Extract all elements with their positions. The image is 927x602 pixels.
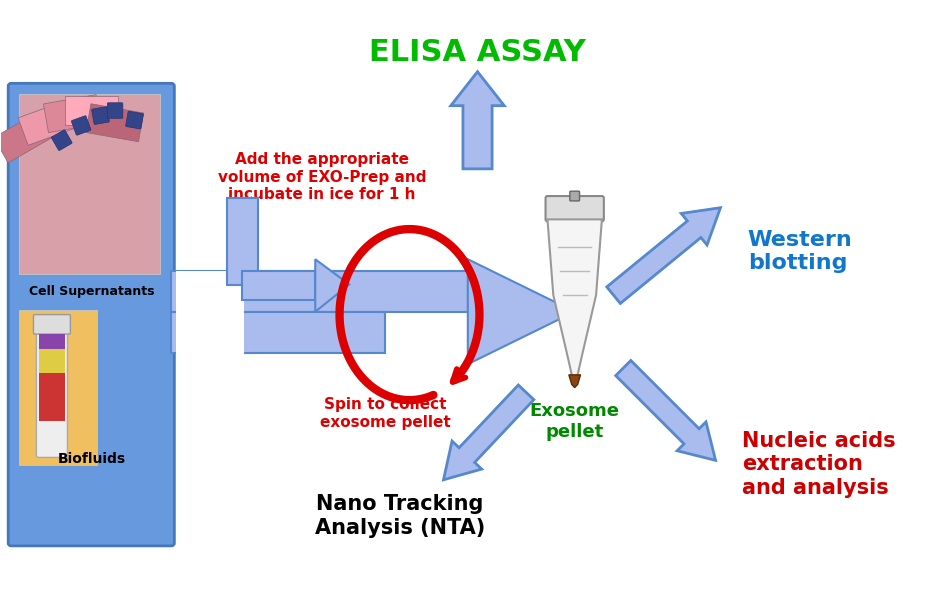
FancyArrow shape — [443, 385, 533, 480]
Polygon shape — [547, 219, 602, 388]
FancyArrow shape — [615, 361, 715, 461]
FancyBboxPatch shape — [171, 312, 385, 353]
Text: Cell Supernatants: Cell Supernatants — [29, 285, 154, 299]
Text: ELISA ASSAY: ELISA ASSAY — [369, 38, 585, 67]
FancyBboxPatch shape — [36, 317, 68, 458]
FancyBboxPatch shape — [19, 94, 159, 274]
FancyBboxPatch shape — [569, 191, 579, 201]
Polygon shape — [568, 375, 580, 388]
Polygon shape — [315, 259, 349, 312]
FancyBboxPatch shape — [92, 107, 109, 125]
Text: Spin to collect
exosome pellet: Spin to collect exosome pellet — [320, 397, 451, 430]
Text: Add the appropriate
volume of EXO-Prep and
incubate in ice for 1 h: Add the appropriate volume of EXO-Prep a… — [218, 152, 425, 202]
FancyBboxPatch shape — [65, 96, 118, 125]
FancyBboxPatch shape — [39, 349, 65, 373]
FancyBboxPatch shape — [71, 116, 91, 135]
Polygon shape — [467, 259, 574, 364]
FancyBboxPatch shape — [125, 111, 144, 129]
FancyBboxPatch shape — [545, 196, 603, 222]
FancyArrow shape — [451, 72, 503, 169]
FancyBboxPatch shape — [8, 83, 174, 546]
FancyBboxPatch shape — [242, 271, 315, 300]
FancyBboxPatch shape — [51, 130, 72, 150]
FancyBboxPatch shape — [39, 373, 65, 421]
FancyBboxPatch shape — [176, 271, 244, 358]
Text: Western
blotting: Western blotting — [747, 230, 852, 273]
FancyBboxPatch shape — [19, 99, 78, 145]
FancyBboxPatch shape — [108, 103, 122, 119]
FancyBboxPatch shape — [19, 310, 96, 465]
Text: Nano Tracking
Analysis (NTA): Nano Tracking Analysis (NTA) — [314, 494, 485, 538]
Text: Exosome
pellet: Exosome pellet — [529, 402, 619, 441]
FancyBboxPatch shape — [33, 315, 70, 334]
FancyBboxPatch shape — [226, 198, 258, 285]
FancyArrow shape — [606, 208, 719, 303]
FancyBboxPatch shape — [44, 95, 101, 132]
FancyBboxPatch shape — [171, 271, 467, 312]
FancyBboxPatch shape — [39, 334, 65, 349]
Text: Nucleic acids
extraction
and analysis: Nucleic acids extraction and analysis — [741, 431, 895, 498]
FancyBboxPatch shape — [0, 111, 55, 163]
Text: Biofluids: Biofluids — [57, 452, 126, 465]
FancyBboxPatch shape — [86, 104, 144, 141]
